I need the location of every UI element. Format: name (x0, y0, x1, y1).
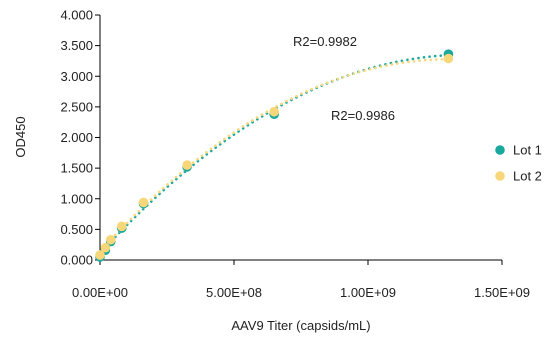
trendline-lot2 (98, 57, 450, 253)
data-point-lot2 (100, 242, 111, 253)
data-point-lot2 (443, 53, 454, 64)
y-tick-label: 0.500 (60, 222, 93, 237)
y-tick-label: 4.000 (60, 8, 93, 23)
plot-area: 0.000 0.500 1.000 1.500 2.000 2.500 3.000 3.500… (60, 8, 541, 301)
r2-annotation-lot2: R2=0.9986 (331, 108, 395, 123)
x-tick-label: 1.00E+09 (340, 285, 396, 300)
x-tick-label: 5.00E+08 (206, 285, 262, 300)
y-axis-title: OD450 (13, 116, 28, 157)
y-tick-label: 1.500 (60, 161, 93, 176)
data-point-lot2 (105, 234, 116, 245)
data-point-lot2 (182, 160, 192, 170)
data-point-lot2 (269, 106, 280, 117)
r2-annotation-lot1: R2=0.9982 (293, 34, 357, 49)
y-tick-label: 2.500 (60, 99, 93, 114)
legend-label-lot1: Lot 1 (513, 143, 542, 158)
x-tick-label: 0.00E+00 (72, 285, 128, 300)
trendline-lot1 (98, 53, 450, 255)
legend-marker-lot1 (495, 145, 505, 155)
y-tick-label: 0.000 (60, 253, 93, 268)
y-tick-label: 3.500 (60, 38, 93, 53)
x-axis-title: AAV9 Titer (capsids/mL) (231, 318, 370, 333)
y-tick-label: 1.000 (60, 191, 93, 206)
x-tick-label: 1.50E+09 (474, 285, 530, 300)
y-tick-label: 2.000 (60, 130, 93, 145)
legend-label-lot2: Lot 2 (513, 169, 542, 184)
data-point-lot2 (138, 197, 149, 208)
legend-marker-lot2 (495, 171, 505, 181)
y-tick-label: 3.000 (60, 69, 93, 84)
data-point-lot2 (116, 221, 127, 232)
data-point-lot2 (95, 250, 105, 260)
